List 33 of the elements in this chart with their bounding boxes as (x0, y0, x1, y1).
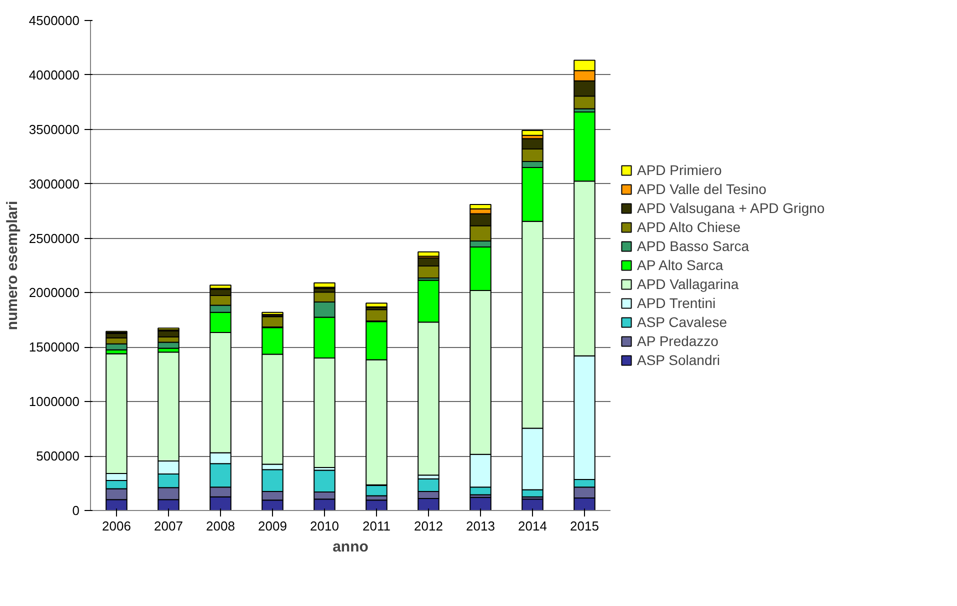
y-tick-label: 3500000 (28, 122, 80, 137)
y-tick-label: 1500000 (28, 340, 80, 355)
legend-label: ASP Cavalese (637, 314, 728, 330)
x-tick-label: 2008 (206, 518, 235, 534)
legend-label: APD Primiero (637, 162, 722, 178)
y-tick-label: 4500000 (28, 13, 80, 28)
x-tick-label: 2013 (466, 518, 495, 534)
x-tick-label: 2010 (310, 518, 339, 534)
y-tick-label: 3000000 (28, 176, 80, 192)
y-axis-title: numero esemplari (4, 200, 21, 330)
y-tick-label: 1000000 (28, 394, 80, 410)
legend-label: APD Vallagarina (637, 276, 739, 292)
legend-label: APD Valsugana + APD Grigno (637, 200, 825, 216)
y-tick-label: 2500000 (28, 230, 80, 246)
y-tick-label: 4000000 (28, 67, 80, 82)
x-axis-title: anno (332, 538, 368, 556)
x-tick-label: 2015 (570, 518, 599, 534)
x-tick-label: 2011 (362, 518, 390, 534)
legend-label: AP Predazzo (637, 333, 718, 349)
y-tick-label: 0 (72, 503, 80, 518)
x-tick-label: 2007 (154, 518, 183, 534)
legend-label: AP Alto Sarca (637, 257, 724, 273)
legend-label: APD Trentini (637, 295, 716, 311)
legend-label: APD Basso Sarca (637, 238, 750, 254)
x-tick-label: 2012 (414, 518, 443, 534)
x-tick-label: 2014 (518, 518, 547, 534)
legend-label: APD Valle del Tesino (637, 181, 766, 197)
y-tick-label: 2000000 (28, 285, 80, 300)
x-tick-label: 2009 (258, 518, 287, 534)
legend-label: APD Alto Chiese (637, 219, 740, 235)
y-tick-label: 500000 (36, 448, 80, 464)
x-tick-label: 2006 (102, 518, 131, 534)
legend-label: ASP Solandri (637, 352, 720, 368)
